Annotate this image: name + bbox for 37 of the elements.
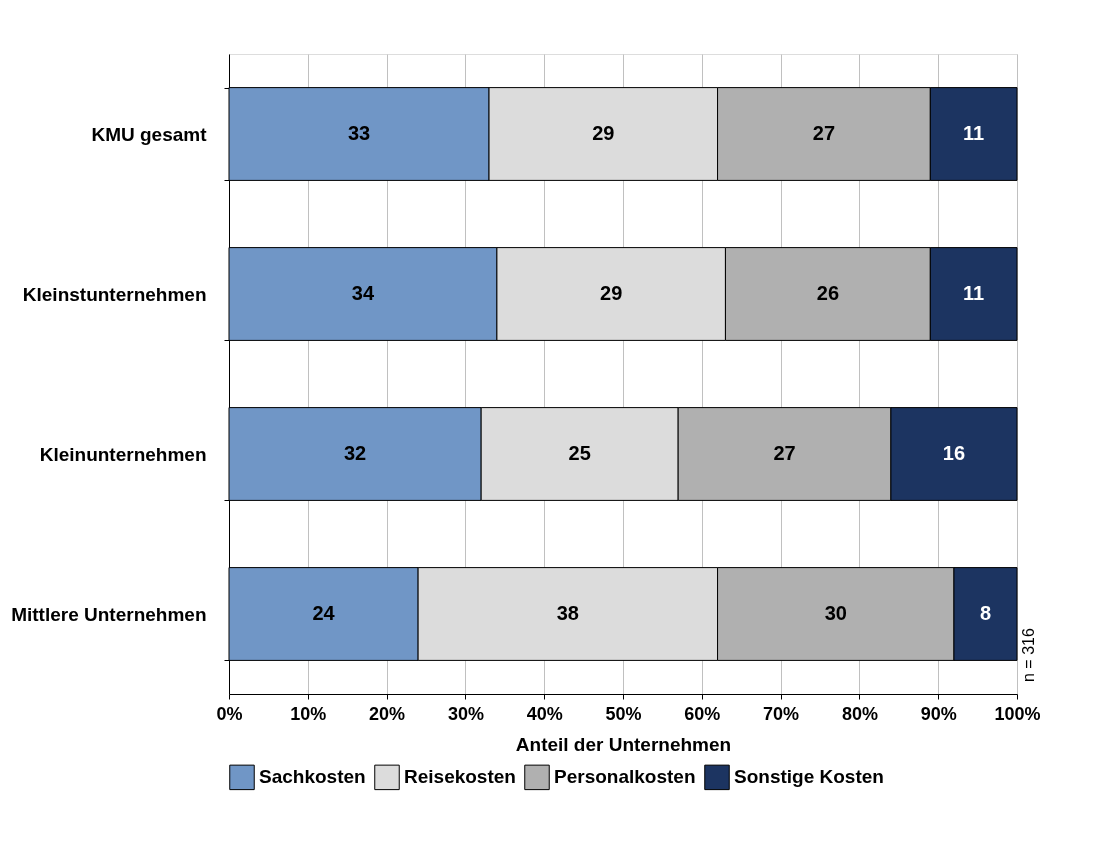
- x-tick-label: 10%: [290, 703, 327, 724]
- data-label: 11: [963, 282, 985, 304]
- x-tick-label: 80%: [841, 703, 878, 724]
- data-label: 32: [343, 442, 367, 464]
- x-tick-label: 90%: [920, 703, 957, 724]
- legend-label: Personalkosten: [554, 766, 696, 788]
- data-label: 25: [568, 442, 591, 464]
- y-tick-label: Kleinstunternehmen: [22, 283, 207, 305]
- x-tick-label: 0%: [216, 703, 243, 724]
- y-tick-label: Kleinunternehmen: [39, 443, 207, 465]
- x-tick-label: 60%: [684, 703, 721, 724]
- x-tick-label: 100%: [994, 703, 1041, 724]
- data-label: 26: [816, 282, 840, 304]
- data-label: 27: [773, 442, 796, 464]
- x-tick-label: 70%: [763, 703, 800, 724]
- legend-label: Reisekosten: [404, 766, 516, 788]
- text: n = 316: [1020, 628, 1037, 682]
- data-label: 29: [592, 122, 615, 144]
- legend-label: Sonstige Kosten: [734, 766, 884, 788]
- x-tick-label: 20%: [369, 703, 406, 724]
- y-tick-label: KMU gesamt: [91, 123, 208, 145]
- data-label: 11: [963, 122, 985, 144]
- data-label: 8: [979, 602, 992, 624]
- x-tick-label: 50%: [605, 703, 642, 724]
- data-label: 38: [556, 602, 579, 624]
- data-label: 29: [600, 282, 623, 304]
- x-tick-label: 40%: [526, 703, 563, 724]
- data-label: 30: [824, 602, 847, 624]
- data-label: 27: [812, 122, 836, 144]
- legend-label: Sachkosten: [259, 766, 366, 788]
- data-label: 16: [942, 442, 966, 464]
- y-tick-label: Mittlere Unternehmen: [11, 603, 207, 625]
- x-tick-label: 30%: [447, 703, 484, 724]
- data-label: 34: [351, 282, 375, 304]
- data-label: 24: [312, 602, 336, 624]
- data-label: 33: [347, 122, 371, 144]
- x-axis-title: Anteil der Unternehmen: [515, 733, 732, 755]
